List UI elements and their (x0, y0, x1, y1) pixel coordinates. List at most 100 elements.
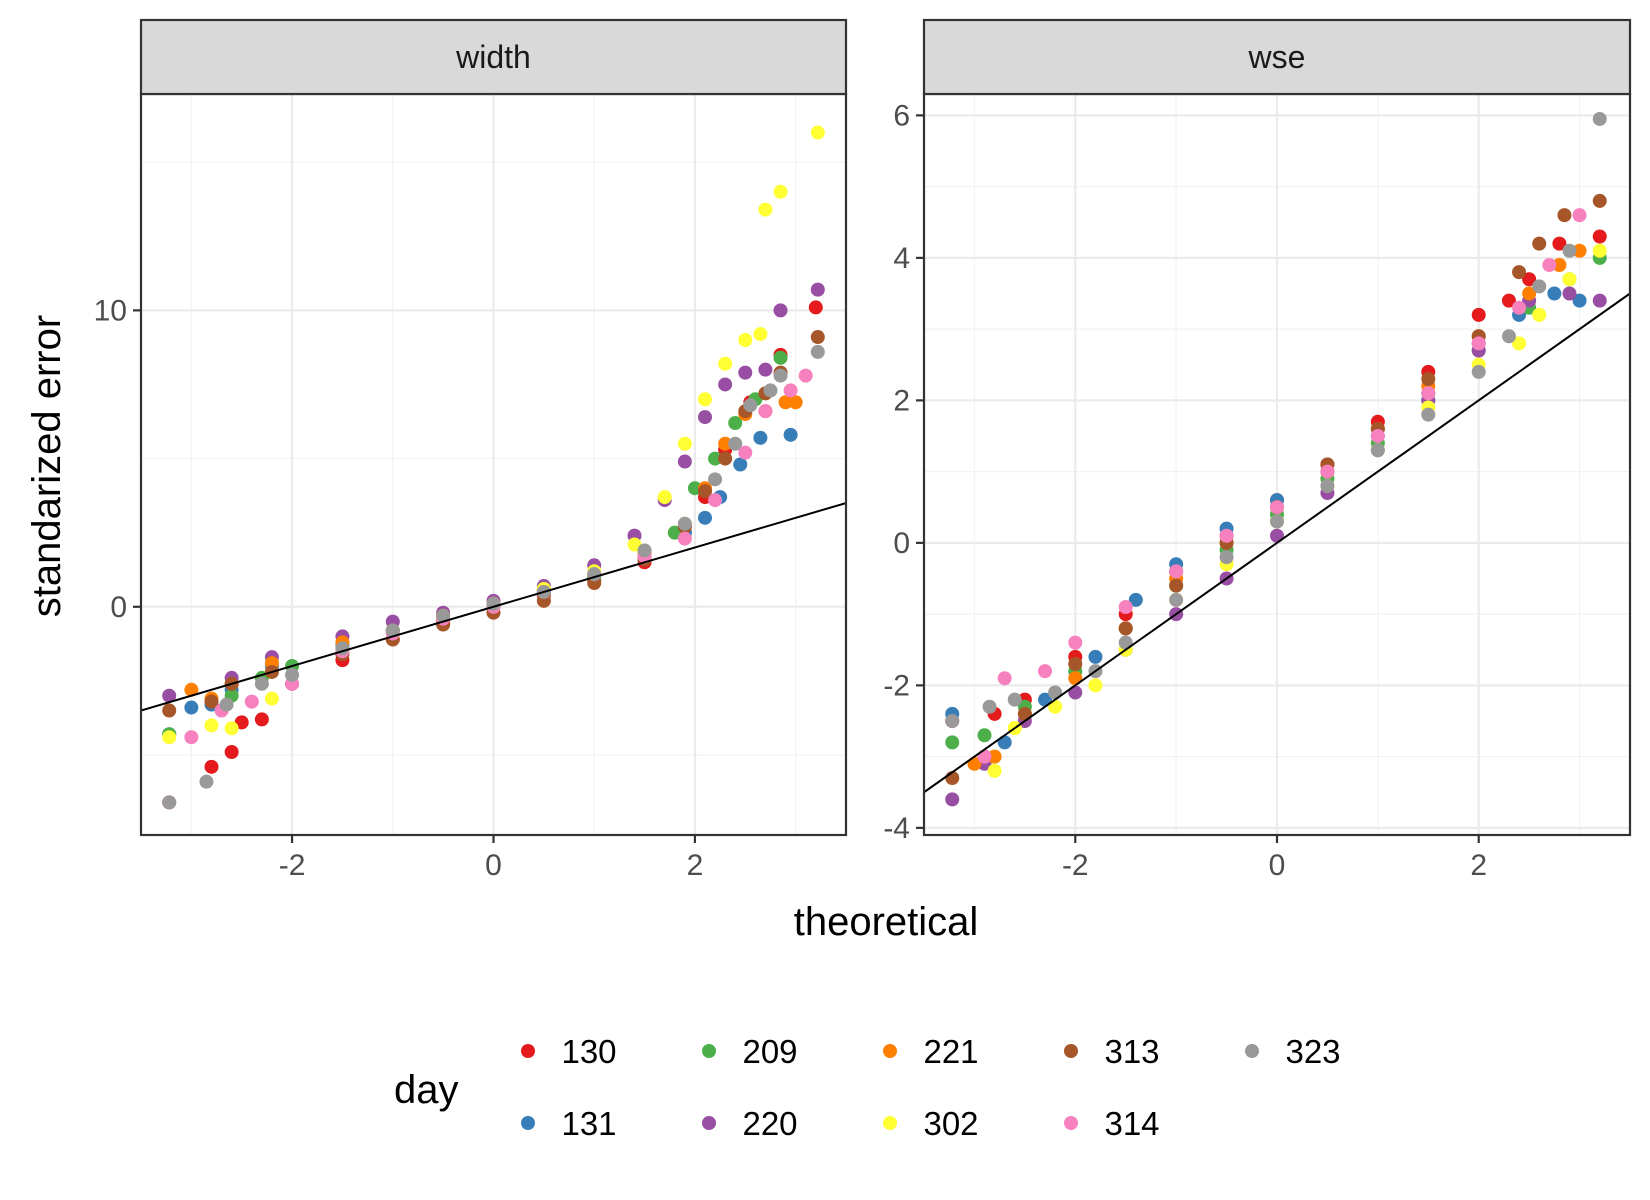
legend-item-314: 314 (1064, 1105, 1160, 1142)
data-point-day-302 (264, 691, 279, 706)
legend-key-313 (1064, 1044, 1078, 1058)
data-point-day-314 (677, 531, 692, 546)
data-point-day-220 (773, 303, 788, 318)
data-point-day-314 (708, 493, 723, 508)
data-point-day-314 (977, 749, 992, 764)
data-point-day-323 (385, 623, 400, 638)
data-point-day-131 (733, 457, 748, 472)
legend-item-323: 323 (1245, 1033, 1341, 1070)
data-point-day-323 (1169, 592, 1184, 607)
legend-key-131 (521, 1116, 535, 1130)
data-point-day-220 (718, 377, 733, 392)
legend-label: 302 (923, 1105, 978, 1142)
data-point-day-302 (1048, 699, 1063, 714)
data-point-day-131 (1547, 286, 1562, 301)
legend-label: 313 (1104, 1033, 1159, 1070)
data-point-day-314 (738, 445, 753, 460)
data-point-day-302 (677, 436, 692, 451)
data-point-day-314 (1118, 600, 1133, 614)
series-323 (162, 344, 825, 810)
data-point-day-130 (1471, 307, 1486, 322)
data-point-day-220 (162, 688, 177, 703)
y-tick-label: 4 (893, 242, 910, 275)
legend-label: 221 (923, 1033, 978, 1070)
y-tick-label: 0 (893, 527, 910, 560)
data-point-day-220 (698, 410, 712, 425)
y-tick-label: 10 (94, 294, 127, 327)
data-point-day-209 (667, 525, 682, 540)
data-point-day-313 (718, 451, 733, 466)
facet-strip (922, 18, 1632, 96)
data-point-day-313 (204, 694, 219, 709)
legend-label: 323 (1285, 1033, 1340, 1070)
data-point-day-314 (244, 694, 259, 709)
data-point-day-221 (788, 395, 803, 410)
data-point-day-323 (810, 344, 825, 359)
data-point-day-314 (1038, 664, 1053, 679)
data-point-day-131 (1572, 293, 1587, 308)
legend-item-130: 130 (521, 1033, 617, 1070)
data-point-day-314 (1370, 429, 1385, 443)
data-point-day-314 (1169, 564, 1184, 579)
legend-label: 314 (1104, 1105, 1159, 1142)
data-point-day-314 (783, 383, 798, 398)
facet-strip (139, 18, 848, 96)
x-tick-label: 2 (1470, 849, 1487, 882)
data-point-day-313 (1512, 265, 1527, 280)
legend-item-131: 131 (521, 1105, 617, 1142)
legend-title: day (394, 1068, 459, 1112)
legend-item-313: 313 (1064, 1033, 1160, 1070)
facet-strip-label: wse (1248, 39, 1306, 75)
y-tick-label: 6 (893, 99, 910, 132)
data-point-day-314 (1542, 258, 1557, 272)
legend-key-209 (702, 1044, 716, 1058)
data-point-day-313 (1118, 621, 1133, 636)
panel-width: width -2 0 2 0 10 (94, 18, 848, 882)
data-point-day-221 (1068, 671, 1083, 686)
data-point-day-131 (1088, 649, 1103, 664)
data-point-day-302 (987, 763, 1002, 778)
facet-panels: width -2 0 2 0 10 wse -2 0 2 -4 -2 0 2 4 6 (94, 18, 1632, 882)
data-point-day-313 (1017, 706, 1032, 721)
data-point-day-302 (698, 392, 712, 407)
data-point-day-302 (204, 718, 219, 733)
data-point-day-323 (1592, 111, 1607, 126)
x-tick-label: 0 (485, 849, 502, 882)
data-point-day-220 (1592, 293, 1607, 308)
data-point-day-131 (783, 427, 798, 442)
legend-item-302: 302 (883, 1105, 979, 1142)
panel-wse: wse -2 0 2 -4 -2 0 2 4 6 (883, 18, 1632, 882)
data-point-day-302 (738, 333, 753, 348)
data-point-day-314 (758, 404, 773, 419)
data-point-day-313 (698, 484, 712, 499)
data-point-day-314 (1068, 635, 1083, 650)
data-point-day-323 (199, 774, 214, 789)
legend-label: 209 (742, 1033, 797, 1070)
legend-label: 131 (561, 1105, 616, 1142)
data-point-day-302 (1592, 243, 1607, 258)
y-tick-label: -2 (883, 669, 910, 702)
data-point-day-302 (810, 125, 825, 140)
data-point-day-302 (224, 721, 239, 736)
data-point-day-302 (753, 327, 768, 342)
data-point-day-323 (1320, 478, 1335, 493)
reference-line (924, 292, 1630, 794)
data-point-day-131 (753, 430, 768, 445)
data-point-day-314 (1320, 464, 1335, 479)
data-point-day-130 (224, 745, 239, 760)
data-point-day-302 (1562, 272, 1577, 287)
data-point-day-323 (285, 667, 300, 682)
y-axis-title: standarized error (25, 315, 69, 617)
data-point-day-314 (798, 368, 813, 383)
data-point-day-323 (1270, 514, 1284, 529)
data-point-day-323 (219, 697, 234, 712)
legend-key-314 (1064, 1116, 1078, 1130)
data-point-day-313 (1421, 372, 1436, 386)
legend-key-130 (521, 1044, 535, 1058)
data-point-day-323 (1118, 635, 1133, 650)
y-tick-label: -4 (883, 812, 910, 845)
data-point-day-221 (1552, 258, 1567, 272)
data-point-day-314 (1270, 500, 1284, 515)
data-point-day-323 (773, 368, 788, 383)
